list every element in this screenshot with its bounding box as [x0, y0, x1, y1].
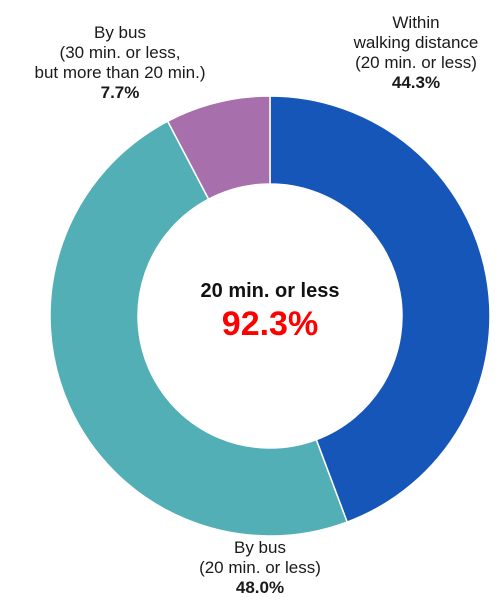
slice-value-walking: 44.3% [391, 73, 441, 92]
slice-label-bus-30-line-2: (30 min. or less, [59, 43, 181, 62]
slice-value-bus-20: 48.0% [235, 578, 285, 597]
slice-label-walking-line-2: walking distance [353, 33, 479, 52]
slice-label-walking: Within walking distance (20 min. or less… [316, 13, 503, 93]
slice-bus-30 [166, 95, 271, 201]
slice-bus-20 [49, 120, 349, 537]
center-title: 20 min. or less [200, 280, 340, 302]
slice-label-bus-20: By bus (20 min. or less) 48.0% [160, 538, 360, 598]
slice-label-bus-20-line-2: (20 min. or less) [199, 558, 321, 577]
slice-label-walking-line-3: (20 min. or less) [355, 53, 477, 72]
slice-label-bus-30: By bus (30 min. or less, but more than 2… [5, 23, 235, 103]
slice-label-bus-20-line-1: By bus [234, 538, 286, 557]
slice-walking [269, 95, 491, 524]
center-value: 92.3% [221, 305, 319, 343]
slice-label-bus-30-line-1: By bus [94, 23, 146, 42]
slice-label-walking-line-1: Within [392, 13, 440, 32]
slice-value-bus-30: 7.7% [100, 83, 140, 102]
slice-label-bus-30-line-3: but more than 20 min.) [34, 63, 206, 82]
